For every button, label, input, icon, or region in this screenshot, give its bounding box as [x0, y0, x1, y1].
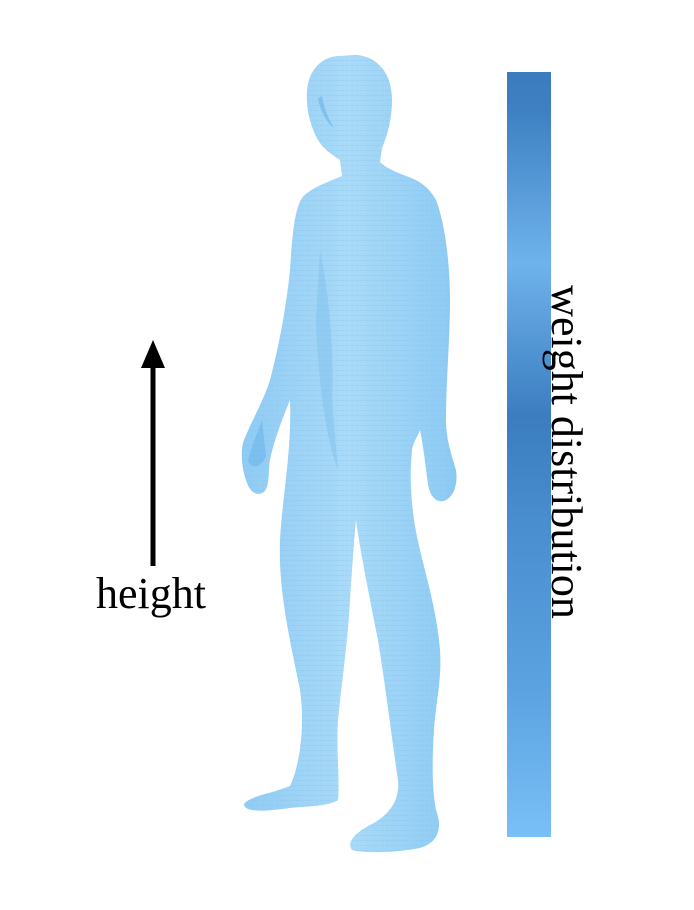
body-shade-torso	[316, 250, 338, 470]
weight-distribution-bar	[507, 72, 551, 837]
body-voxel-texture	[241, 55, 457, 853]
arrow-up-icon	[141, 340, 165, 368]
weight-distribution-label: weight distribution	[542, 285, 591, 619]
body-shade-face	[318, 96, 334, 128]
height-label: height	[96, 569, 206, 618]
human-body-voxel-icon	[241, 55, 457, 853]
height-arrow	[141, 340, 165, 566]
body-shade-left-arm	[248, 420, 266, 467]
